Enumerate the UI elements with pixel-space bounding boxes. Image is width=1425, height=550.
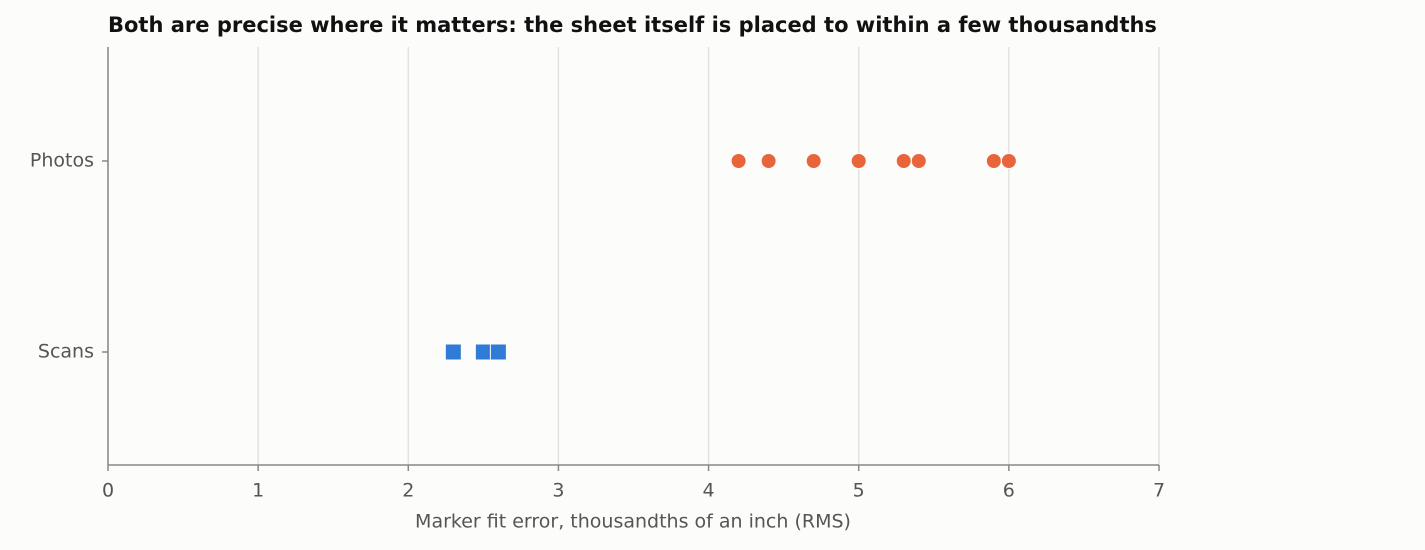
y-tick-label: Photos: [30, 150, 94, 172]
x-tick-label: 6: [1003, 480, 1015, 502]
x-axis-label: Marker fit error, thousandths of an inch…: [415, 511, 851, 533]
point: [1000, 153, 1017, 169]
point: [805, 153, 822, 169]
x-tick-label: 4: [703, 480, 715, 502]
chart-title: Both are precise where it matters: the s…: [108, 13, 1157, 37]
x-tick-label: 0: [102, 480, 114, 502]
x-tick-label: 1: [252, 480, 264, 502]
x-tick-label: 3: [552, 480, 564, 502]
point: [489, 343, 507, 361]
point: [444, 343, 462, 361]
x-tick-label: 7: [1153, 480, 1165, 502]
point: [760, 153, 777, 169]
point: [730, 153, 747, 169]
point: [474, 343, 492, 361]
point: [910, 153, 927, 169]
point: [895, 153, 912, 169]
x-tick-label: 5: [853, 480, 865, 502]
y-tick-label: Scans: [38, 341, 94, 363]
point: [850, 153, 867, 169]
point: [985, 153, 1002, 169]
x-tick-label: 2: [402, 480, 414, 502]
